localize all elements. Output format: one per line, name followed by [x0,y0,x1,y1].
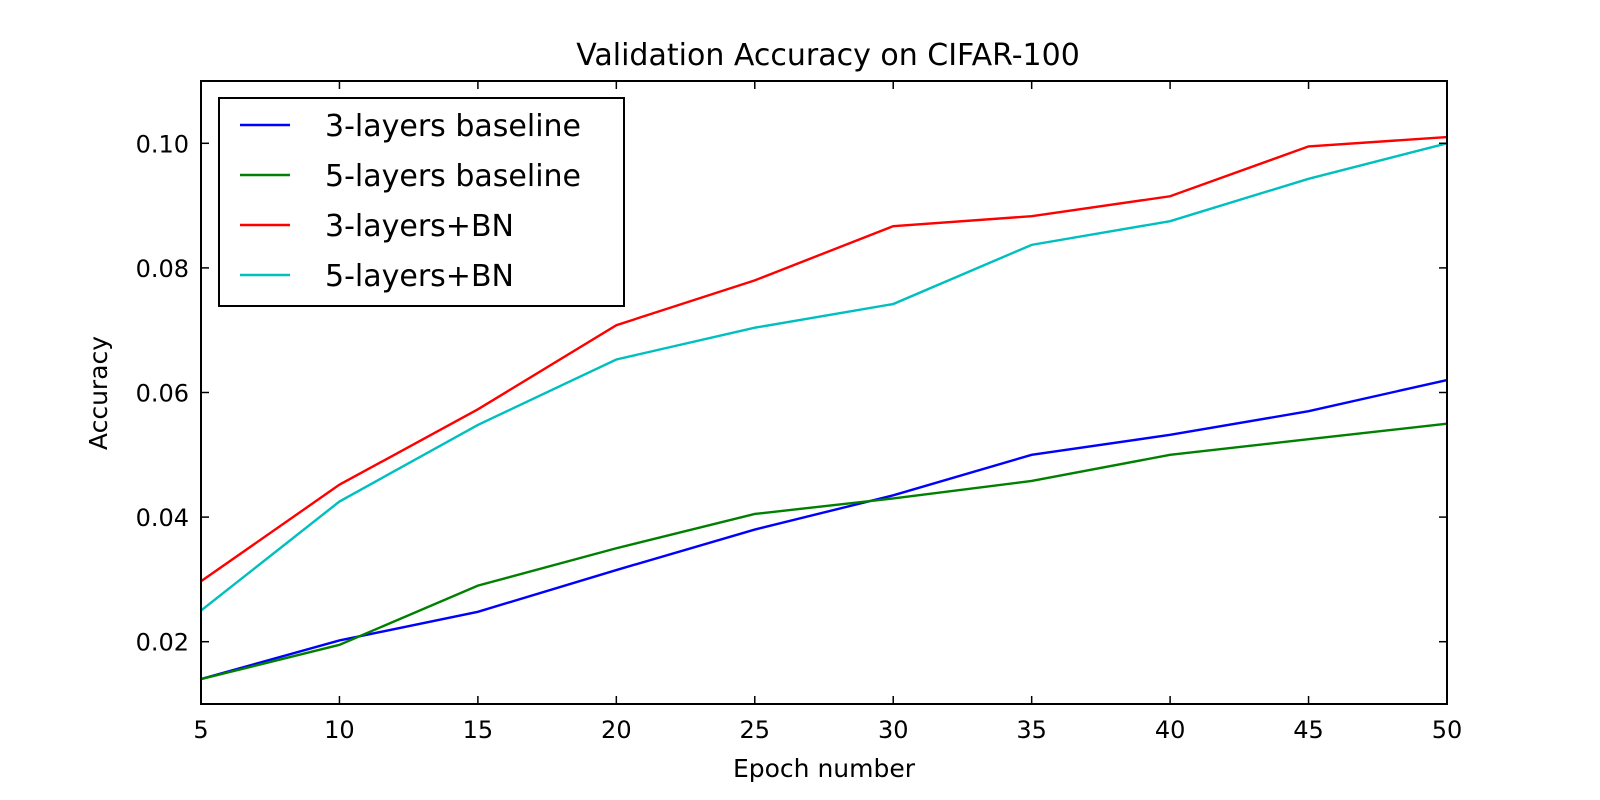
y-tick-label: 0.06 [136,380,189,408]
x-tick-label: 40 [1155,716,1186,744]
y-tick-label: 0.04 [136,504,189,532]
ticks-layer: 5 10 15 20 25 30 35 40 45 50 0.02 0.04 0.06 0.08 0.10 [136,81,1463,744]
x-tick-label: 25 [740,716,771,744]
y-tick-label: 0.08 [136,255,189,283]
x-axis-label: Epoch number [733,754,916,783]
chart-title: Validation Accuracy on CIFAR-100 [576,38,1080,73]
series-line-1 [200,378,1448,681]
x-tick-label: 20 [601,716,632,744]
legend-label-2: 5-layers baseline [325,159,581,194]
x-tick-label: 35 [1016,716,1047,744]
x-tick-label: 50 [1432,716,1463,744]
legend-frame [218,97,625,307]
series-line-2 [200,422,1448,681]
x-tick-label: 10 [324,716,355,744]
y-axis-label: Accuracy [84,336,113,450]
series-line-4 [200,142,1448,612]
legend-label-1: 3-layers baseline [325,109,581,144]
x-tick-label: 5 [193,716,208,744]
x-tick-label: 45 [1293,716,1324,744]
legend-label-3: 3-layers+BN [325,209,514,244]
y-tick-label: 0.10 [136,130,189,158]
legend-label-4: 5-layers+BN [325,259,514,294]
legend: 3-layers baseline 5-layers baseline 3-laye… [218,97,625,307]
series-layer [200,135,1448,681]
series-line-3 [200,135,1448,583]
x-tick-label: 15 [463,716,494,744]
y-tick-label: 0.02 [136,629,189,657]
x-tick-label: 30 [878,716,909,744]
